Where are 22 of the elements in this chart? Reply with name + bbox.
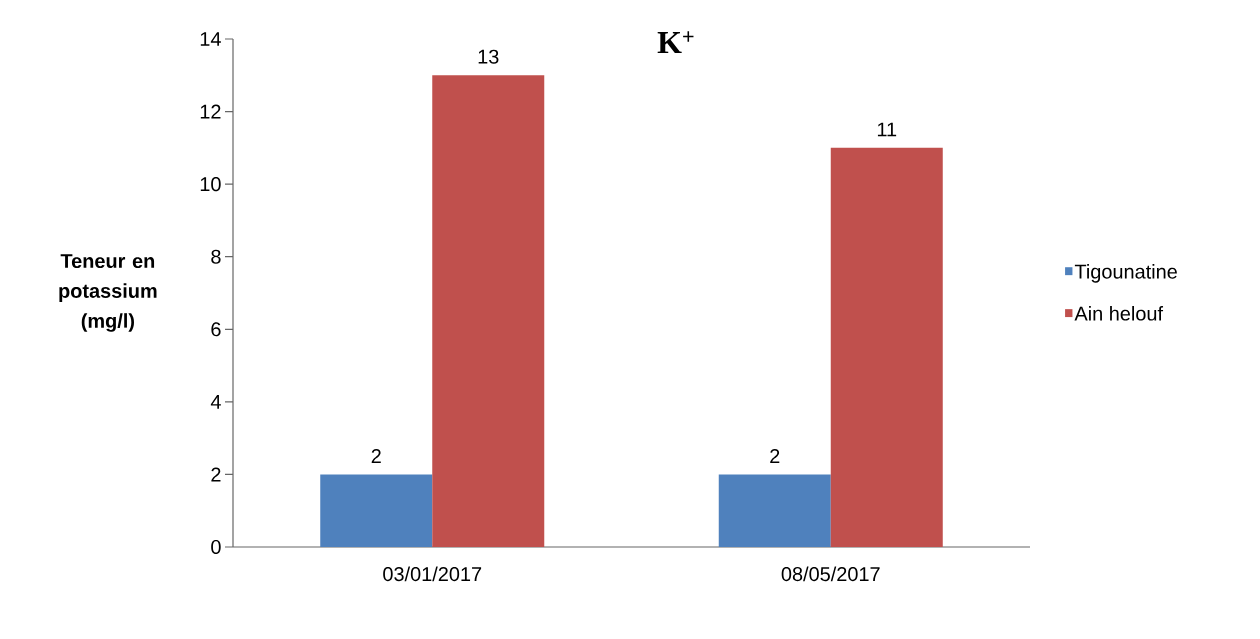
y-tick-label: 8: [211, 249, 221, 264]
y-tick-label: 0: [211, 539, 221, 555]
y-tick-label: 14: [200, 32, 221, 46]
data-label: 13: [478, 49, 499, 64]
bar: [830, 147, 943, 547]
x-tick-label: 03/01/2017: [383, 566, 482, 582]
y-tick-label: 10: [200, 177, 221, 192]
y-tick-label: 12: [200, 104, 221, 119]
data-label: 11: [877, 122, 897, 137]
data-label: 2: [371, 449, 381, 463]
x-tick-label: 08/05/2017: [781, 566, 880, 582]
chart-title: K$^{+}$: [657, 31, 694, 53]
y-tick-label: 6: [211, 322, 221, 337]
y-tick-label: 2: [211, 467, 221, 482]
legend-label: Tigounatine: [1074, 264, 1177, 283]
bar: [320, 474, 433, 547]
bar: [718, 474, 831, 547]
y-axis-title: Teneur en potassium (mg/l): [59, 254, 157, 332]
bar: [432, 75, 545, 547]
legend-label: Ain helouf: [1074, 305, 1164, 321]
y-tick-label: 4: [210, 395, 221, 409]
data-label: 2: [770, 449, 780, 463]
